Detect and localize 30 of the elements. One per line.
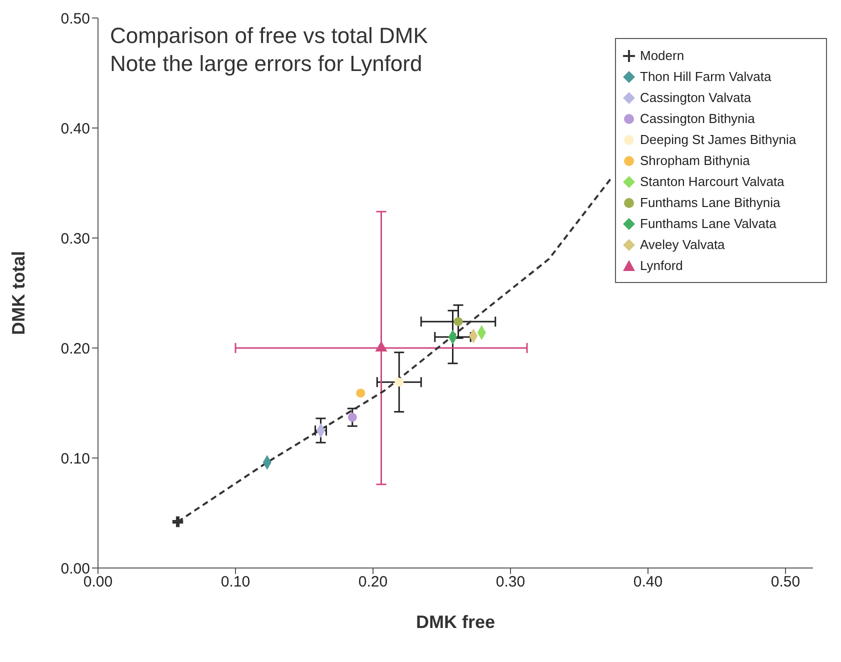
legend-label: Funthams Lane Valvata [640,215,776,233]
x-tick-label: 0.20 [358,574,388,591]
chart-title: Comparison of free vs total DMK [110,22,428,50]
point [454,317,463,326]
y-axis-title: DMK total [8,251,28,335]
point [356,388,366,398]
x-tick-label: 0.40 [633,574,663,591]
y-tick-label: 0.20 [60,340,90,358]
legend-label: Lynford [640,257,683,275]
legend-label: Cassington Bithynia [640,110,755,128]
y-tick-label: 0.30 [60,230,90,248]
y-tick-label: 0.50 [60,10,90,28]
legend-label: Funthams Lane Bithynia [640,194,780,212]
x-axis-title: DMK free [416,612,496,632]
text: Note the large errors for Lynford [110,50,424,78]
point [394,378,404,387]
point [172,516,184,528]
y-tick-label: 0.10 [60,450,90,468]
x-tick-label: 0.30 [496,574,526,591]
y-tick-label: 0.40 [60,120,90,138]
legend-label: Thon Hill Farm Valvata [640,68,772,86]
legend-label: Cassington Valvata [640,89,752,107]
x-tick-label: 0.10 [220,574,250,591]
legend-label: Deeping St James Bithynia [640,131,796,149]
legend-label: Modern [640,47,684,65]
point [348,412,357,422]
legend-label: Shropham Bithynia [640,152,750,170]
x-tick-label: 0.50 [770,574,800,591]
legend-label: Stanton Harcourt Valvata [640,173,784,191]
legend-label: Aveley Valvata [640,236,725,254]
